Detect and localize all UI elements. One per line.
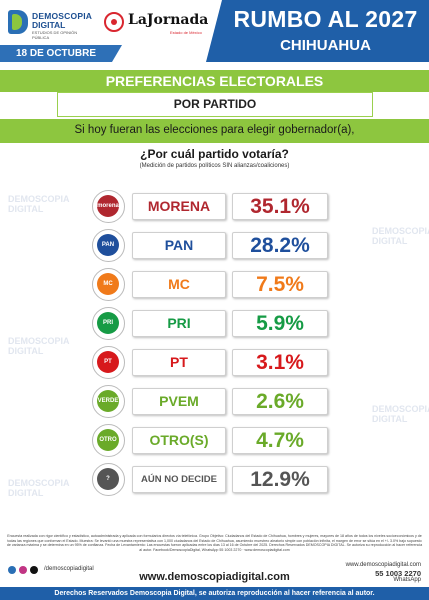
party-logo-label: ? — [97, 468, 119, 490]
watermark: DEMOSCOPIA DIGITAL — [8, 478, 70, 498]
result-row: morena MORENA 35.1% — [92, 190, 342, 223]
party-logo-icon: morena — [92, 190, 125, 223]
watermark: DEMOSCOPIA DIGITAL — [8, 336, 70, 356]
party-logo-icon: VERDE — [92, 385, 125, 418]
title-box: RUMBO AL 2027 CHIHUAHUA — [206, 0, 429, 62]
party-name: PT — [132, 349, 226, 376]
methodology-text: Encuesta realizada con rigor científico … — [6, 534, 423, 552]
demoscopia-logo-icon — [8, 10, 28, 34]
page-subtitle: CHIHUAHUA — [280, 37, 371, 54]
result-row: MC MC 7.5% — [92, 268, 342, 301]
header: DEMOSCOPIA DIGITAL ESTUDIOS DE OPINIÓN P… — [0, 0, 429, 62]
question-band: Si hoy fueran las elecciones para elegir… — [0, 119, 429, 143]
party-percentage: 5.9% — [232, 310, 328, 337]
party-logo-icon: ? — [92, 463, 125, 496]
contact-site[interactable]: www.demoscopiadigital.com — [345, 562, 421, 568]
demoscopia-logo: DEMOSCOPIA DIGITAL ESTUDIOS DE OPINIÓN P… — [8, 8, 92, 44]
party-logo-label: PRI — [97, 312, 119, 334]
logo-line1: DEMOSCOPIA — [32, 11, 93, 21]
party-logo-label: MC — [97, 273, 119, 295]
la-jornada-seal-icon — [104, 12, 124, 32]
result-row: ? AÚN NO DECIDE 12.9% — [92, 463, 342, 496]
party-percentage: 4.7% — [232, 427, 328, 454]
party-logo-label: morena — [97, 195, 119, 217]
partner-sub: Estado de México — [170, 30, 202, 35]
contact-block: www.demoscopiadigital.com 55 1003 2270 W… — [346, 562, 421, 585]
facebook-icon[interactable] — [8, 566, 16, 574]
party-percentage: 3.1% — [232, 349, 328, 376]
party-name: PVEM — [132, 388, 226, 415]
party-logo-icon: PT — [92, 346, 125, 379]
party-name: PAN — [132, 232, 226, 259]
question-note: (Medición de partidos políticos SIN alia… — [139, 163, 290, 169]
party-name: AÚN NO DECIDE — [132, 466, 226, 493]
result-row: PRI PRI 5.9% — [92, 307, 342, 340]
watermark: DEMOSCOPIA DIGITAL — [372, 226, 429, 246]
question-intro: Si hoy fueran las elecciones para elegir… — [74, 124, 355, 136]
party-logo-label: PT — [97, 351, 119, 373]
party-percentage: 2.6% — [232, 388, 328, 415]
section-subheading: POR PARTIDO — [57, 92, 373, 117]
partner-name: LaJornada — [128, 12, 209, 28]
party-logo-icon: OTRO — [92, 424, 125, 457]
page-title: RUMBO AL 2027 — [233, 6, 418, 32]
social-handle[interactable]: /demoscopiadigital — [44, 566, 94, 572]
section-heading: PREFERENCIAS ELECTORALES — [105, 73, 324, 89]
party-name: MC — [132, 271, 226, 298]
party-percentage: 35.1% — [232, 193, 328, 220]
contact-phone[interactable]: 55 1003 2270 — [375, 568, 421, 578]
result-row: PT PT 3.1% — [92, 346, 342, 379]
twitter-icon[interactable] — [30, 566, 38, 574]
contact-whatsapp: WhatsApp — [393, 577, 421, 583]
party-logo-icon: PAN — [92, 229, 125, 262]
section-heading-band: PREFERENCIAS ELECTORALES — [0, 70, 429, 92]
party-logo-label: VERDE — [97, 390, 119, 412]
watermark: DEMOSCOPIA DIGITAL — [8, 194, 70, 214]
party-logo-label: PAN — [97, 234, 119, 256]
watermark: DEMOSCOPIA DIGITAL — [372, 404, 429, 424]
website-link[interactable]: www.demoscopiadigital.com — [139, 571, 290, 583]
party-percentage: 12.9% — [232, 466, 328, 493]
date-badge: 18 DE OCTUBRE — [0, 45, 122, 62]
party-logo-icon: MC — [92, 268, 125, 301]
party-logo-icon: PRI — [92, 307, 125, 340]
party-logo-label: OTRO — [97, 429, 119, 451]
party-name: MORENA — [132, 193, 226, 220]
logo-line2: DIGITAL — [32, 20, 66, 30]
party-percentage: 28.2% — [232, 232, 328, 259]
result-row: VERDE PVEM 2.6% — [92, 385, 342, 418]
rights-footer: Derechos Reservados Demoscopia Digital, … — [0, 587, 429, 600]
result-row: OTRO OTRO(S) 4.7% — [92, 424, 342, 457]
logo-tagline: ESTUDIOS DE OPINIÓN PÚBLICA — [32, 30, 78, 40]
instagram-icon[interactable] — [19, 566, 27, 574]
party-percentage: 7.5% — [232, 271, 328, 298]
question: ¿Por cuál partido votaría? — [140, 147, 289, 161]
party-name: OTRO(S) — [132, 427, 226, 454]
party-name: PRI — [132, 310, 226, 337]
result-row: PAN PAN 28.2% — [92, 229, 342, 262]
